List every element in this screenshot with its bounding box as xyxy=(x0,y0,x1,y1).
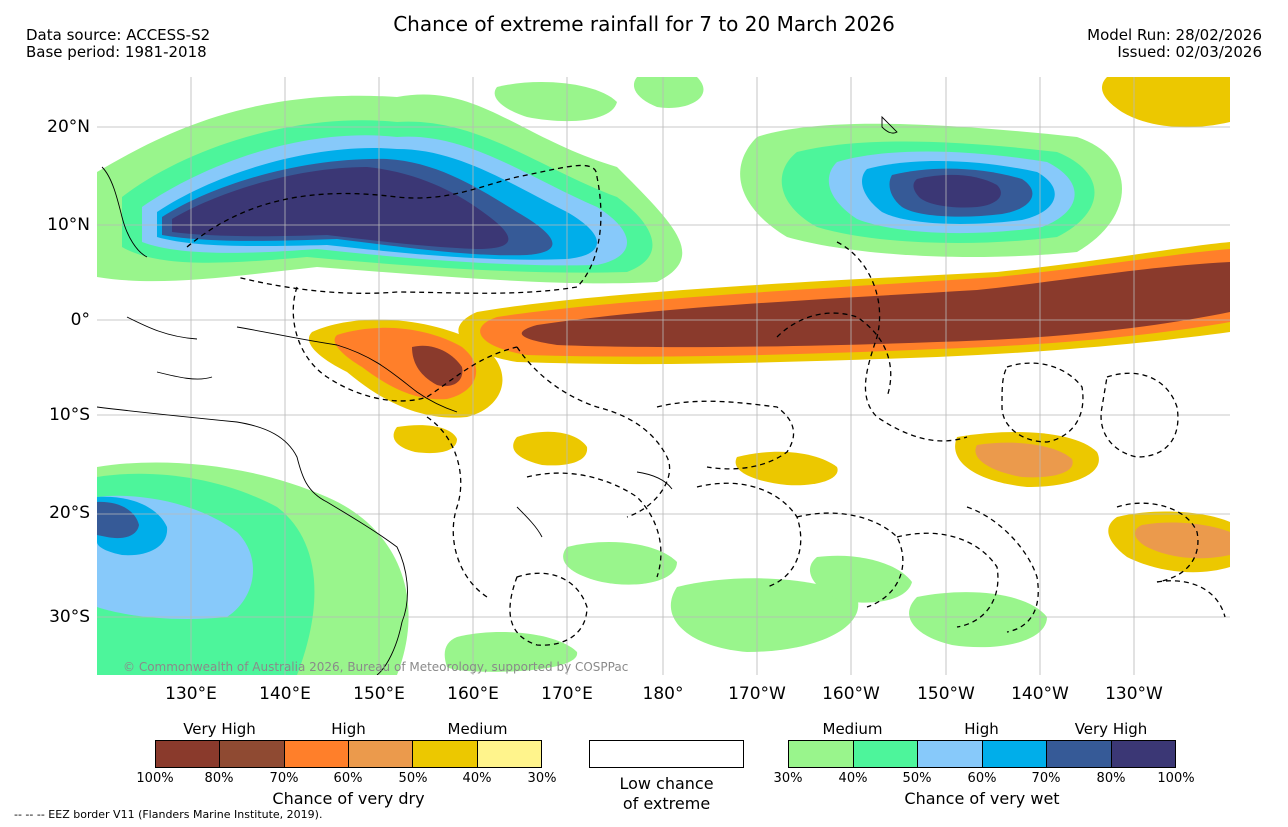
legend-wet-tick: 100% xyxy=(1157,771,1195,786)
legend-dry: Very High High Medium 100% 80% 70% 60% 5… xyxy=(136,720,556,810)
lat-label-20n: 20°N xyxy=(47,117,90,137)
legend-wet-tick: 30% xyxy=(773,771,803,786)
legend-wet-tick: 40% xyxy=(838,771,868,786)
legend-dry-tick: 100% xyxy=(136,771,174,786)
legend-dry-tick: 60% xyxy=(333,771,363,786)
legend-wet: Medium High Very High 30% 40% 50% 60% 70… xyxy=(774,720,1195,810)
lon-label-180: 180° xyxy=(642,684,684,704)
dry-region-equatorial-band xyxy=(458,242,1230,365)
legend-wet-heading-very-high: Very High xyxy=(1074,720,1148,738)
legend-wet-tick: 70% xyxy=(1031,771,1061,786)
legend-dry-tick: 70% xyxy=(269,771,299,786)
legend-wet-swatch-6 xyxy=(1111,741,1175,767)
lat-label-10s: 10°S xyxy=(49,405,90,425)
wet-patches-south xyxy=(444,542,1047,672)
legend-dry-swatch-1 xyxy=(156,741,221,767)
issued-text: Issued: 02/03/2026 xyxy=(1117,43,1262,61)
wet-region-central-north-pacific xyxy=(740,123,1122,257)
wet-region-west-pacific xyxy=(97,94,683,284)
legend-dry-swatch-3 xyxy=(284,741,349,767)
legend-low-chance: Low chance of extreme xyxy=(589,740,744,820)
legend-wet-tick: 60% xyxy=(967,771,997,786)
coastlines xyxy=(97,115,898,675)
legend-dry-tick: 30% xyxy=(527,771,557,786)
lon-label-130e: 130°E xyxy=(165,684,217,704)
legend-wet-tick: 80% xyxy=(1096,771,1126,786)
legend-dry-tick: 40% xyxy=(462,771,492,786)
rainfall-map xyxy=(97,77,1230,675)
eez-borders xyxy=(186,164,1226,646)
legend-dry-tick: 50% xyxy=(398,771,428,786)
legend-dry-caption: Chance of very dry xyxy=(272,789,425,808)
legend-dry-swatch-4 xyxy=(348,741,414,767)
lat-label-20s: 20°S xyxy=(49,503,90,523)
legend-wet-colorbar xyxy=(788,740,1176,768)
model-run-text: Model Run: 28/02/2026 xyxy=(1087,26,1262,44)
lon-label-150w: 150°W xyxy=(917,684,975,704)
copyright-text: © Commonwealth of Australia 2026, Bureau… xyxy=(123,660,629,674)
legend-dry-heading-medium: Medium xyxy=(447,720,508,738)
dry-region-png xyxy=(308,319,503,418)
lon-label-140e: 140°E xyxy=(259,684,311,704)
legend-wet-swatch-3 xyxy=(918,741,983,767)
data-source-text: Data source: ACCESS-S2 xyxy=(26,26,211,44)
legend-wet-heading-high: High xyxy=(964,720,999,738)
map-title: Chance of extreme rainfall for 7 to 20 M… xyxy=(393,12,895,36)
lat-label-30s: 30°S xyxy=(49,607,90,627)
lat-label-10n: 10°N xyxy=(47,215,90,235)
legend-dry-tick: 80% xyxy=(204,771,234,786)
legend-wet-swatch-1 xyxy=(789,741,854,767)
legend-wet-heading-medium: Medium xyxy=(822,720,883,738)
legend-dry-heading-high: High xyxy=(331,720,366,738)
legend-wet-tick: 50% xyxy=(902,771,932,786)
lon-label-130w: 130°W xyxy=(1105,684,1163,704)
lon-label-160w: 160°W xyxy=(822,684,880,704)
eez-footnote: -- -- -- EEZ border V11 (Flanders Marine… xyxy=(14,808,323,821)
legend-low-caption-2: of extreme xyxy=(622,794,711,813)
source-info: Data source: ACCESS-S2 Base period: 1981… xyxy=(26,27,210,61)
legend-dry-heading-very-high: Very High xyxy=(183,720,256,738)
lon-label-170e: 170°E xyxy=(541,684,593,704)
lat-label-0: 0° xyxy=(70,310,90,330)
graticule xyxy=(97,77,1230,675)
lon-label-150e: 150°E xyxy=(353,684,405,704)
legend-wet-swatch-2 xyxy=(853,741,918,767)
legend-wet-swatch-5 xyxy=(1047,741,1112,767)
legend-wet-caption: Chance of very wet xyxy=(904,789,1060,808)
lon-label-140w: 140°W xyxy=(1011,684,1069,704)
wet-region-australia xyxy=(97,462,409,675)
legend-dry-swatch-5 xyxy=(413,741,478,767)
lon-label-160e: 160°E xyxy=(447,684,499,704)
legend-dry-swatch-2 xyxy=(220,741,285,767)
legend-dry-colorbar xyxy=(155,740,542,768)
lon-label-170w: 170°W xyxy=(728,684,786,704)
legend-wet-swatch-4 xyxy=(982,741,1047,767)
legend-low-swatch xyxy=(589,740,744,768)
dry-region-south-pacific xyxy=(393,425,1230,573)
legend-dry-swatch-6 xyxy=(477,741,541,767)
legend-low-caption-1: Low chance xyxy=(619,774,714,793)
base-period-text: Base period: 1981-2018 xyxy=(26,43,207,61)
run-info: Model Run: 28/02/2026 Issued: 02/03/2026 xyxy=(1087,27,1262,61)
